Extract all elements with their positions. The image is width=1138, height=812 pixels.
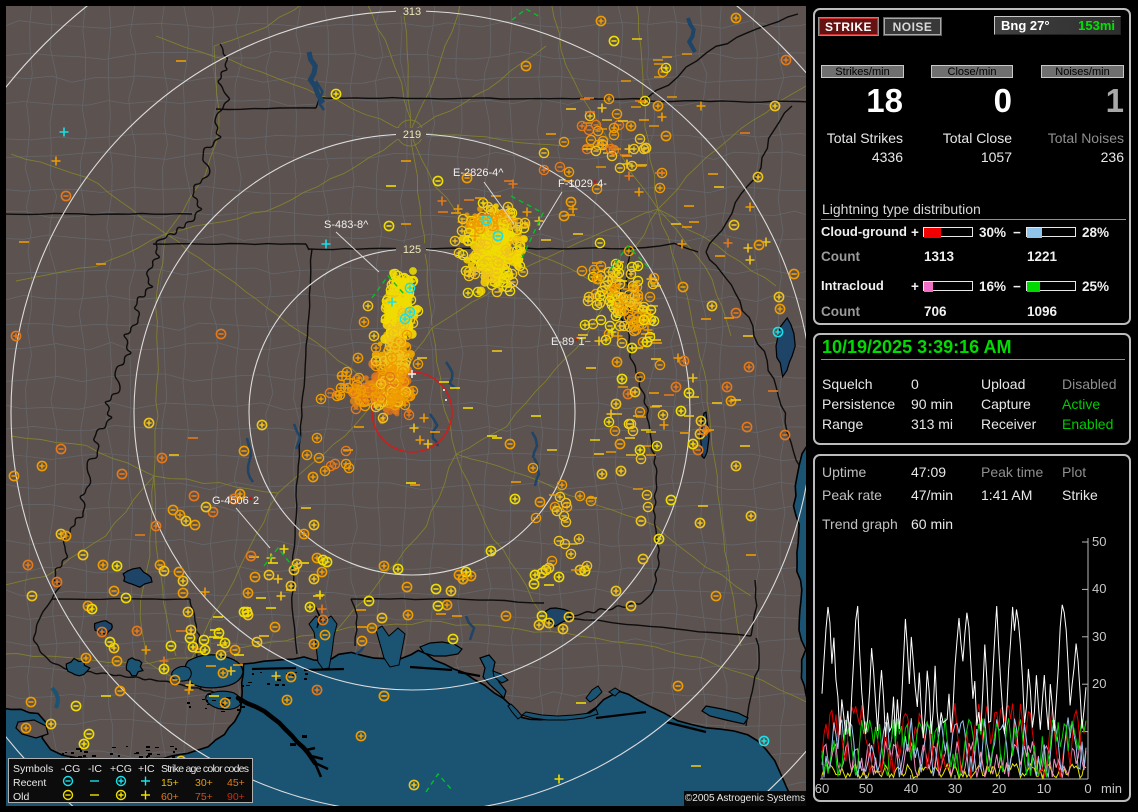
svg-text:20: 20 (1092, 676, 1106, 691)
svg-text:Old: Old (13, 791, 30, 802)
svg-text:E-89*1−: E-89*1− (551, 336, 591, 348)
svg-text:min: min (1101, 781, 1122, 796)
svg-text:30: 30 (1092, 629, 1106, 644)
svg-text:125: 125 (403, 244, 421, 256)
svg-text:Recent: Recent (13, 777, 46, 789)
svg-text:313: 313 (403, 6, 421, 18)
svg-text:G-4506*2: G-4506*2 (212, 495, 259, 507)
svg-text:E-2826-4^: E-2826-4^ (453, 167, 504, 179)
svg-text:30+: 30+ (195, 777, 213, 789)
svg-text:10: 10 (1037, 781, 1051, 796)
svg-text:+IC: +IC (138, 763, 155, 775)
svg-text:219: 219 (403, 129, 421, 141)
svg-text:+CG: +CG (110, 763, 132, 775)
svg-text:0: 0 (1084, 781, 1091, 796)
svg-text:60+: 60+ (161, 791, 179, 802)
svg-text:F-1029*4-: F-1029*4- (558, 178, 607, 190)
svg-text:20: 20 (992, 781, 1006, 796)
svg-text:-CG: -CG (61, 763, 80, 775)
svg-text:75+: 75+ (195, 791, 213, 802)
svg-text:60: 60 (815, 781, 829, 796)
svg-text:50: 50 (1092, 534, 1106, 549)
svg-text:15+: 15+ (161, 777, 179, 789)
svg-text:40: 40 (1092, 581, 1106, 596)
svg-text:Strike age color codes: Strike age color codes (161, 763, 249, 775)
svg-text:90+: 90+ (227, 791, 245, 802)
svg-text:50: 50 (859, 781, 873, 796)
svg-text:40: 40 (904, 781, 918, 796)
svg-text:45+: 45+ (227, 777, 245, 789)
svg-text:Symbols: Symbols (13, 763, 53, 775)
svg-text:S-483-8^: S-483-8^ (324, 219, 369, 231)
svg-text:30: 30 (948, 781, 962, 796)
svg-text:-IC: -IC (88, 763, 102, 775)
